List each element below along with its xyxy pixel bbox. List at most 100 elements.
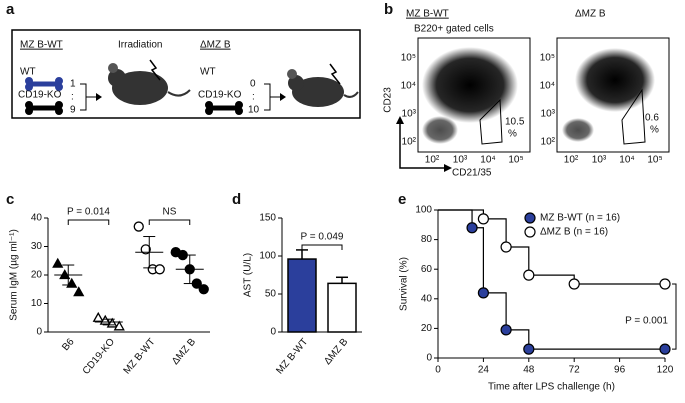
gate-value: 10.5 [505, 117, 525, 128]
x-tick-label: ΔMZ B [170, 336, 198, 367]
x-tick-label: ΔMZ B [322, 336, 350, 367]
donor: CD19-KO [198, 90, 242, 101]
y-tick-label: 10 [31, 298, 43, 309]
y-tick-label: 0 [36, 327, 42, 338]
x-tick-label: B6 [60, 336, 77, 353]
x-tick-label: CD19-KO [81, 336, 117, 376]
x-tick-label: 10³ [453, 155, 468, 166]
gate [479, 98, 503, 145]
arrowhead [280, 93, 286, 101]
arrowhead [96, 93, 102, 101]
marker [500, 324, 512, 336]
ratio: 1 [70, 79, 76, 90]
donor: WT [20, 67, 36, 78]
panel-label: d [232, 191, 241, 208]
marker [568, 278, 580, 290]
right-title: ΔMZ B [200, 40, 231, 51]
data-point [140, 244, 151, 255]
data-point [154, 264, 165, 275]
y-axis-label: Survival (%) [399, 257, 410, 311]
significance-bracket [301, 244, 343, 250]
donor: CD19-KO [18, 90, 62, 101]
marker [523, 343, 535, 355]
y-tick-label: 10³ [402, 109, 417, 120]
x-tick-label: 0 [435, 365, 441, 376]
legend-label: MZ B-WT (n = 16) [540, 213, 620, 224]
data-point [113, 320, 125, 331]
cell-cloud [575, 48, 655, 112]
marker [659, 278, 671, 290]
arrow-label: Irradiation [118, 40, 162, 51]
gate-unit: % [508, 129, 517, 140]
panel-b: b MZ B-WT B220+ gated cells ΔMZ B 10.5 %… [383, 1, 670, 179]
data-point [92, 311, 104, 322]
x-tick-label: 24 [478, 365, 490, 376]
data-point [52, 257, 64, 268]
mouse [108, 59, 191, 105]
x-tick-label: 10⁴ [480, 155, 495, 166]
cell-cloud [422, 47, 518, 123]
x-tick-label: 10⁵ [508, 155, 523, 166]
gate-value: 0.6 [645, 113, 659, 124]
y-tick-label: 50 [265, 289, 277, 300]
data-point [198, 284, 209, 295]
bone [205, 101, 243, 115]
y-tick-label: 100 [415, 205, 432, 216]
bone [25, 77, 63, 91]
y-tick-label: 0 [426, 353, 432, 364]
significance-bracket [67, 219, 110, 225]
legend-marker [524, 212, 536, 224]
x-tick-label: 72 [569, 365, 581, 376]
y-tick-label: 10⁴ [401, 81, 416, 92]
x-tick-label: 120 [657, 365, 674, 376]
gate [621, 88, 646, 145]
x-tick-label: 10⁵ [647, 155, 662, 166]
marker [500, 241, 512, 253]
y-tick-label: 30 [31, 241, 43, 252]
bar [327, 282, 357, 333]
y-tick-label: 100 [259, 251, 276, 262]
legend-marker [524, 226, 536, 238]
significance-bracket [148, 219, 191, 225]
y-tick-label: 10² [541, 137, 556, 148]
y-tick-label: 20 [421, 323, 433, 334]
x-tick-label: 96 [614, 365, 626, 376]
data-point [133, 221, 144, 232]
donor: WT [200, 67, 216, 78]
annotation: NS [163, 207, 177, 218]
ratio: : [252, 92, 255, 103]
y-tick-label: 10⁵ [540, 53, 555, 64]
plot-title: MZ B-WT [406, 9, 449, 20]
annotation: P = 0.014 [67, 207, 110, 218]
y-tick-label: 150 [259, 213, 276, 224]
x-tick-label: MZ B-WT [122, 337, 158, 377]
bone [25, 101, 63, 115]
annotation: P = 0.001 [625, 316, 668, 327]
panel-a: a MZ B-WT Irradiation ΔMZ B WT CD19-KO 1… [6, 1, 361, 119]
marker [523, 269, 535, 281]
y-axis-label: Serum IgM (µg ml⁻¹) [9, 229, 20, 321]
legend-label: ΔMZ B (n = 16) [540, 227, 608, 238]
x-tick-label: 10⁴ [619, 155, 634, 166]
y-tick-label: 80 [421, 234, 433, 245]
data-point [73, 286, 85, 297]
marker [477, 287, 489, 299]
plot-subtitle: B220+ gated cells [414, 24, 494, 35]
ratio: 10 [248, 105, 260, 116]
cell-cloud [422, 116, 458, 144]
axis-arrows [399, 120, 448, 169]
mouse [287, 63, 359, 107]
p-bracket [672, 283, 677, 350]
y-axis-label: AST (U/L) [243, 253, 254, 297]
y-tick-label: 20 [31, 270, 43, 281]
y-tick-label: 10³ [541, 109, 556, 120]
x-tick-label: MZ B-WT [274, 337, 310, 377]
gate-unit: % [650, 125, 659, 136]
annotation: P = 0.049 [301, 232, 344, 243]
plot-title: ΔMZ B [575, 9, 606, 20]
panel-label: b [384, 1, 393, 18]
panel-label: e [398, 191, 406, 208]
left-title: MZ B-WT [20, 40, 63, 51]
y-tick-label: 10⁵ [401, 53, 416, 64]
